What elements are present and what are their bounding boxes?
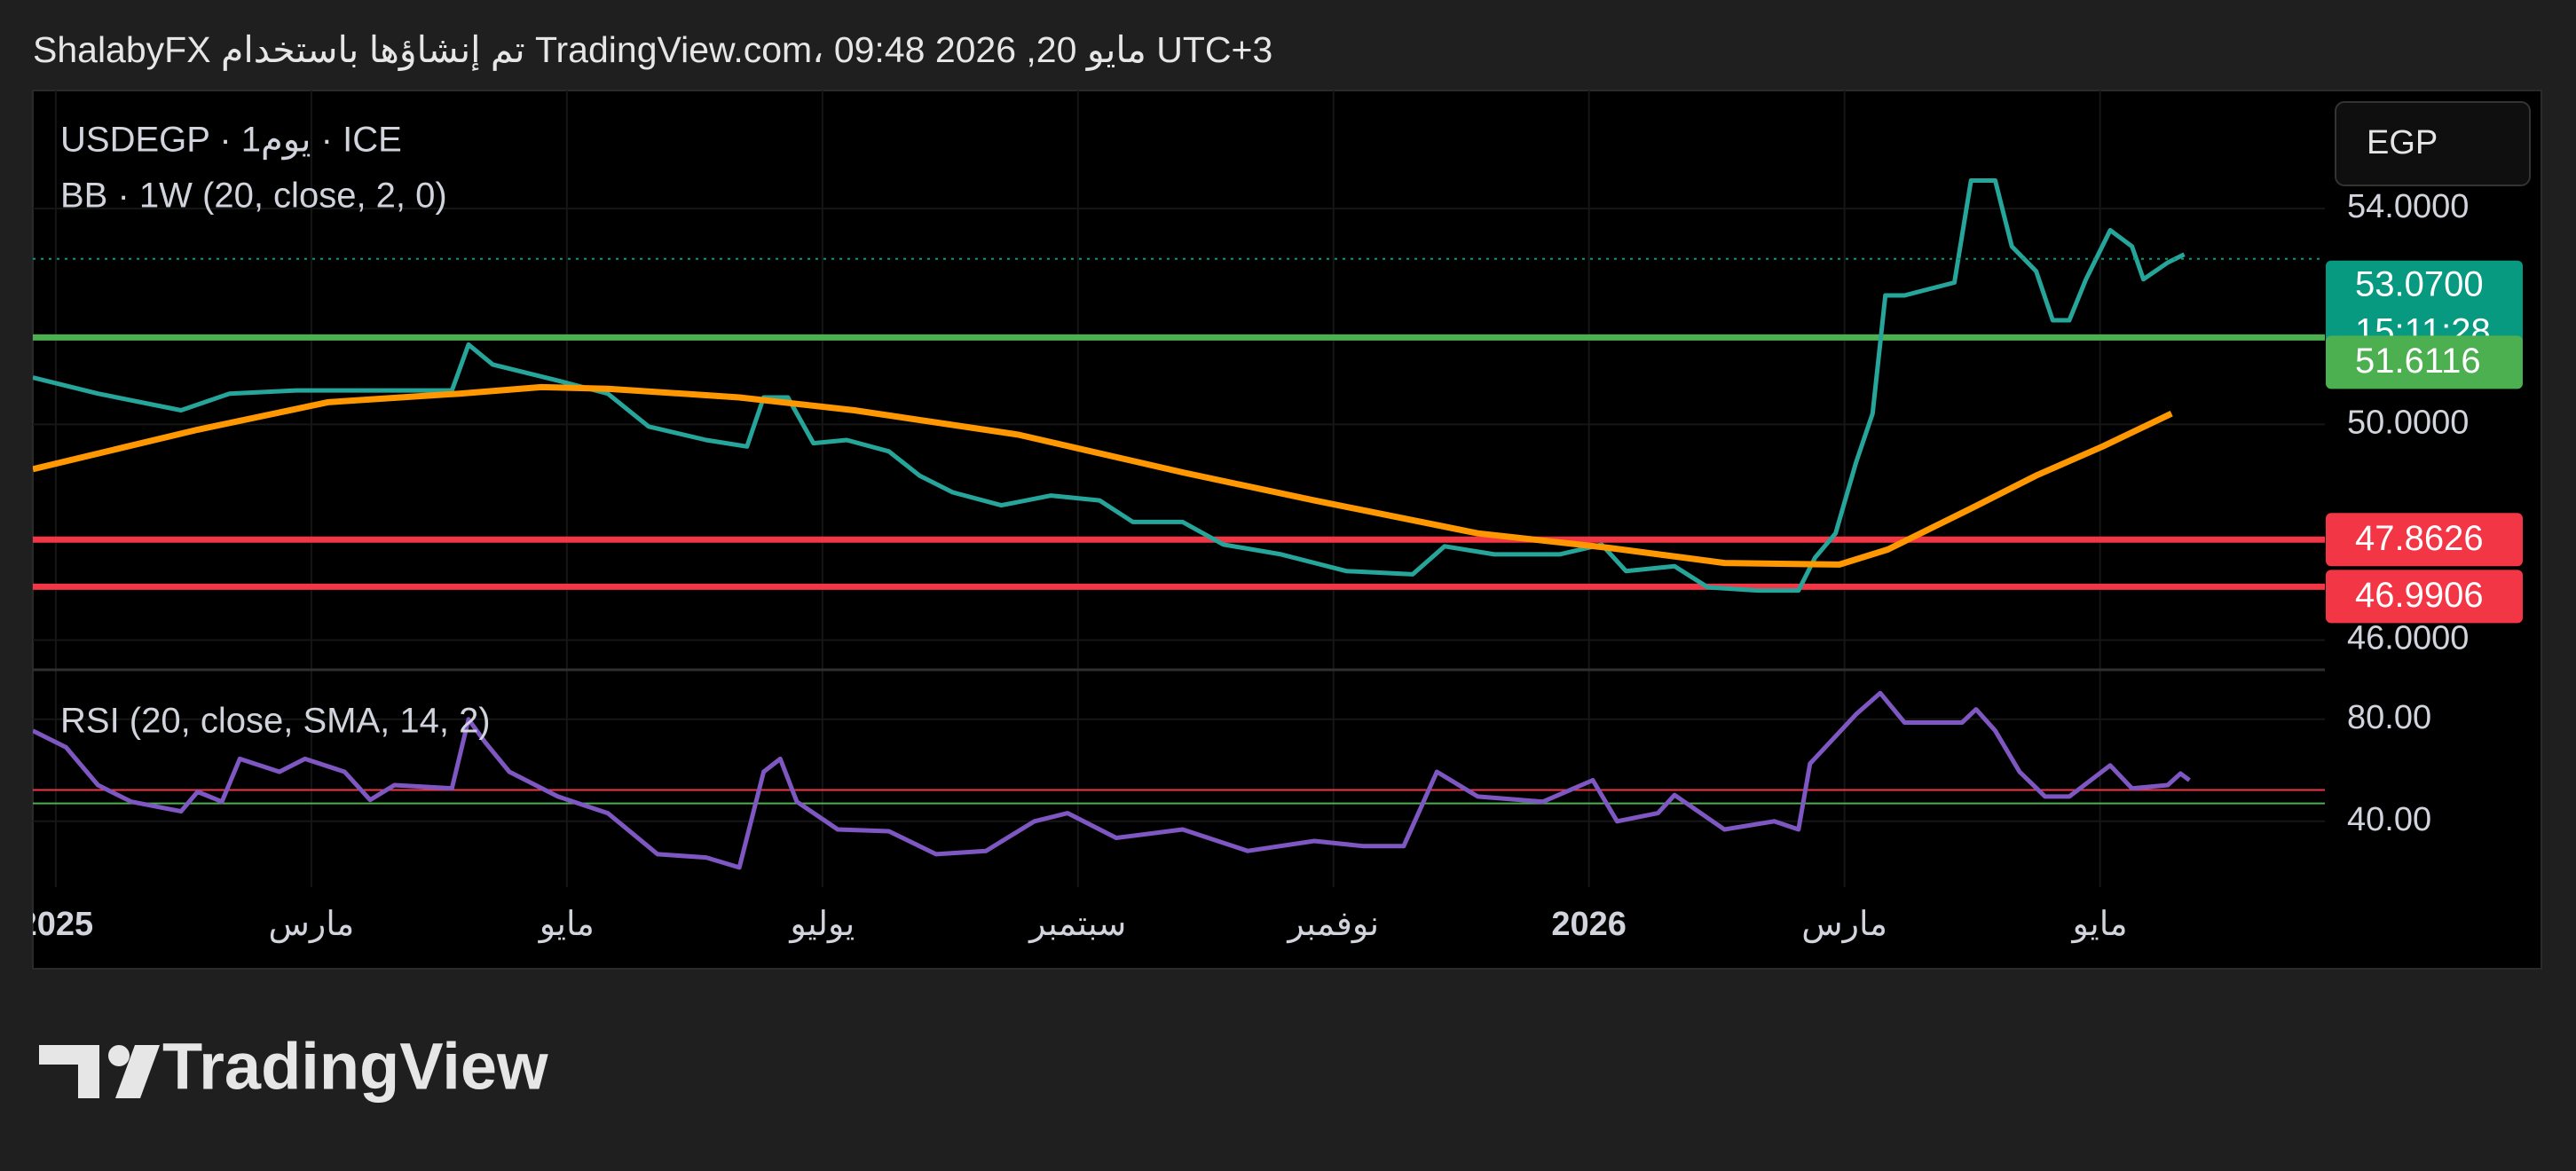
level-box	[2326, 570, 2523, 624]
last-price-box	[2326, 260, 2523, 360]
x-tick-label: نوفمبر	[1286, 906, 1379, 944]
series-line	[33, 383, 2173, 568]
x-tick-label: مارس	[269, 906, 355, 944]
rsi-legend: RSI (20, close, SMA, 14, 2)	[60, 702, 491, 741]
axes: 2025 مارس مايو يوليو سبتمبر نوفمبر 2026 مارس ماي…	[19, 188, 2469, 944]
x-tick-label: مايو	[2071, 906, 2128, 944]
x-tick-label: 2025	[19, 906, 94, 943]
level-label: 46.9906	[2355, 576, 2484, 615]
grid	[33, 90, 2325, 887]
x-tick-label: 2026	[1551, 906, 1627, 943]
logo-dot	[108, 1045, 130, 1066]
last-price-label: 53.0700	[2355, 264, 2484, 303]
logo-text: TradingView	[162, 1030, 548, 1104]
indicator-legend: BB · 1W (20, close, 2, 0)	[60, 177, 447, 216]
y-tick-label: 50.0000	[2347, 404, 2469, 441]
y-tick-label: 80.00	[2347, 699, 2431, 736]
y-tick-label: 46.0000	[2347, 620, 2469, 657]
y-tick-label: 40.00	[2347, 801, 2431, 838]
logo-t	[39, 1045, 99, 1098]
currency-label[interactable]: EGP	[2367, 124, 2438, 161]
plot	[33, 178, 2325, 870]
level-label: 47.8626	[2355, 519, 2484, 558]
x-tick-label: سبتمبر	[1028, 906, 1126, 944]
logo-slash	[115, 1045, 160, 1098]
chart-panel	[32, 90, 2542, 970]
currency-button[interactable]: EGP	[2335, 101, 2531, 186]
x-tick-label: مارس	[1801, 906, 1887, 944]
symbol-legend: USDEGP · 1يوم · ICE	[60, 121, 402, 161]
series-line	[33, 690, 2191, 870]
level-label: 51.6116	[2355, 342, 2481, 381]
currency-box[interactable]	[2335, 101, 2531, 186]
x-tick-label: مايو	[538, 906, 595, 944]
logo-icon	[39, 1045, 160, 1098]
x-tick-label: يوليو	[788, 906, 855, 944]
level-box	[2326, 335, 2523, 389]
y-tick-label: 54.0000	[2347, 188, 2469, 225]
header-text: ShalabyFX تم إنشاؤها باستخدام TradingVie…	[33, 29, 1272, 72]
level-box	[2326, 513, 2523, 567]
